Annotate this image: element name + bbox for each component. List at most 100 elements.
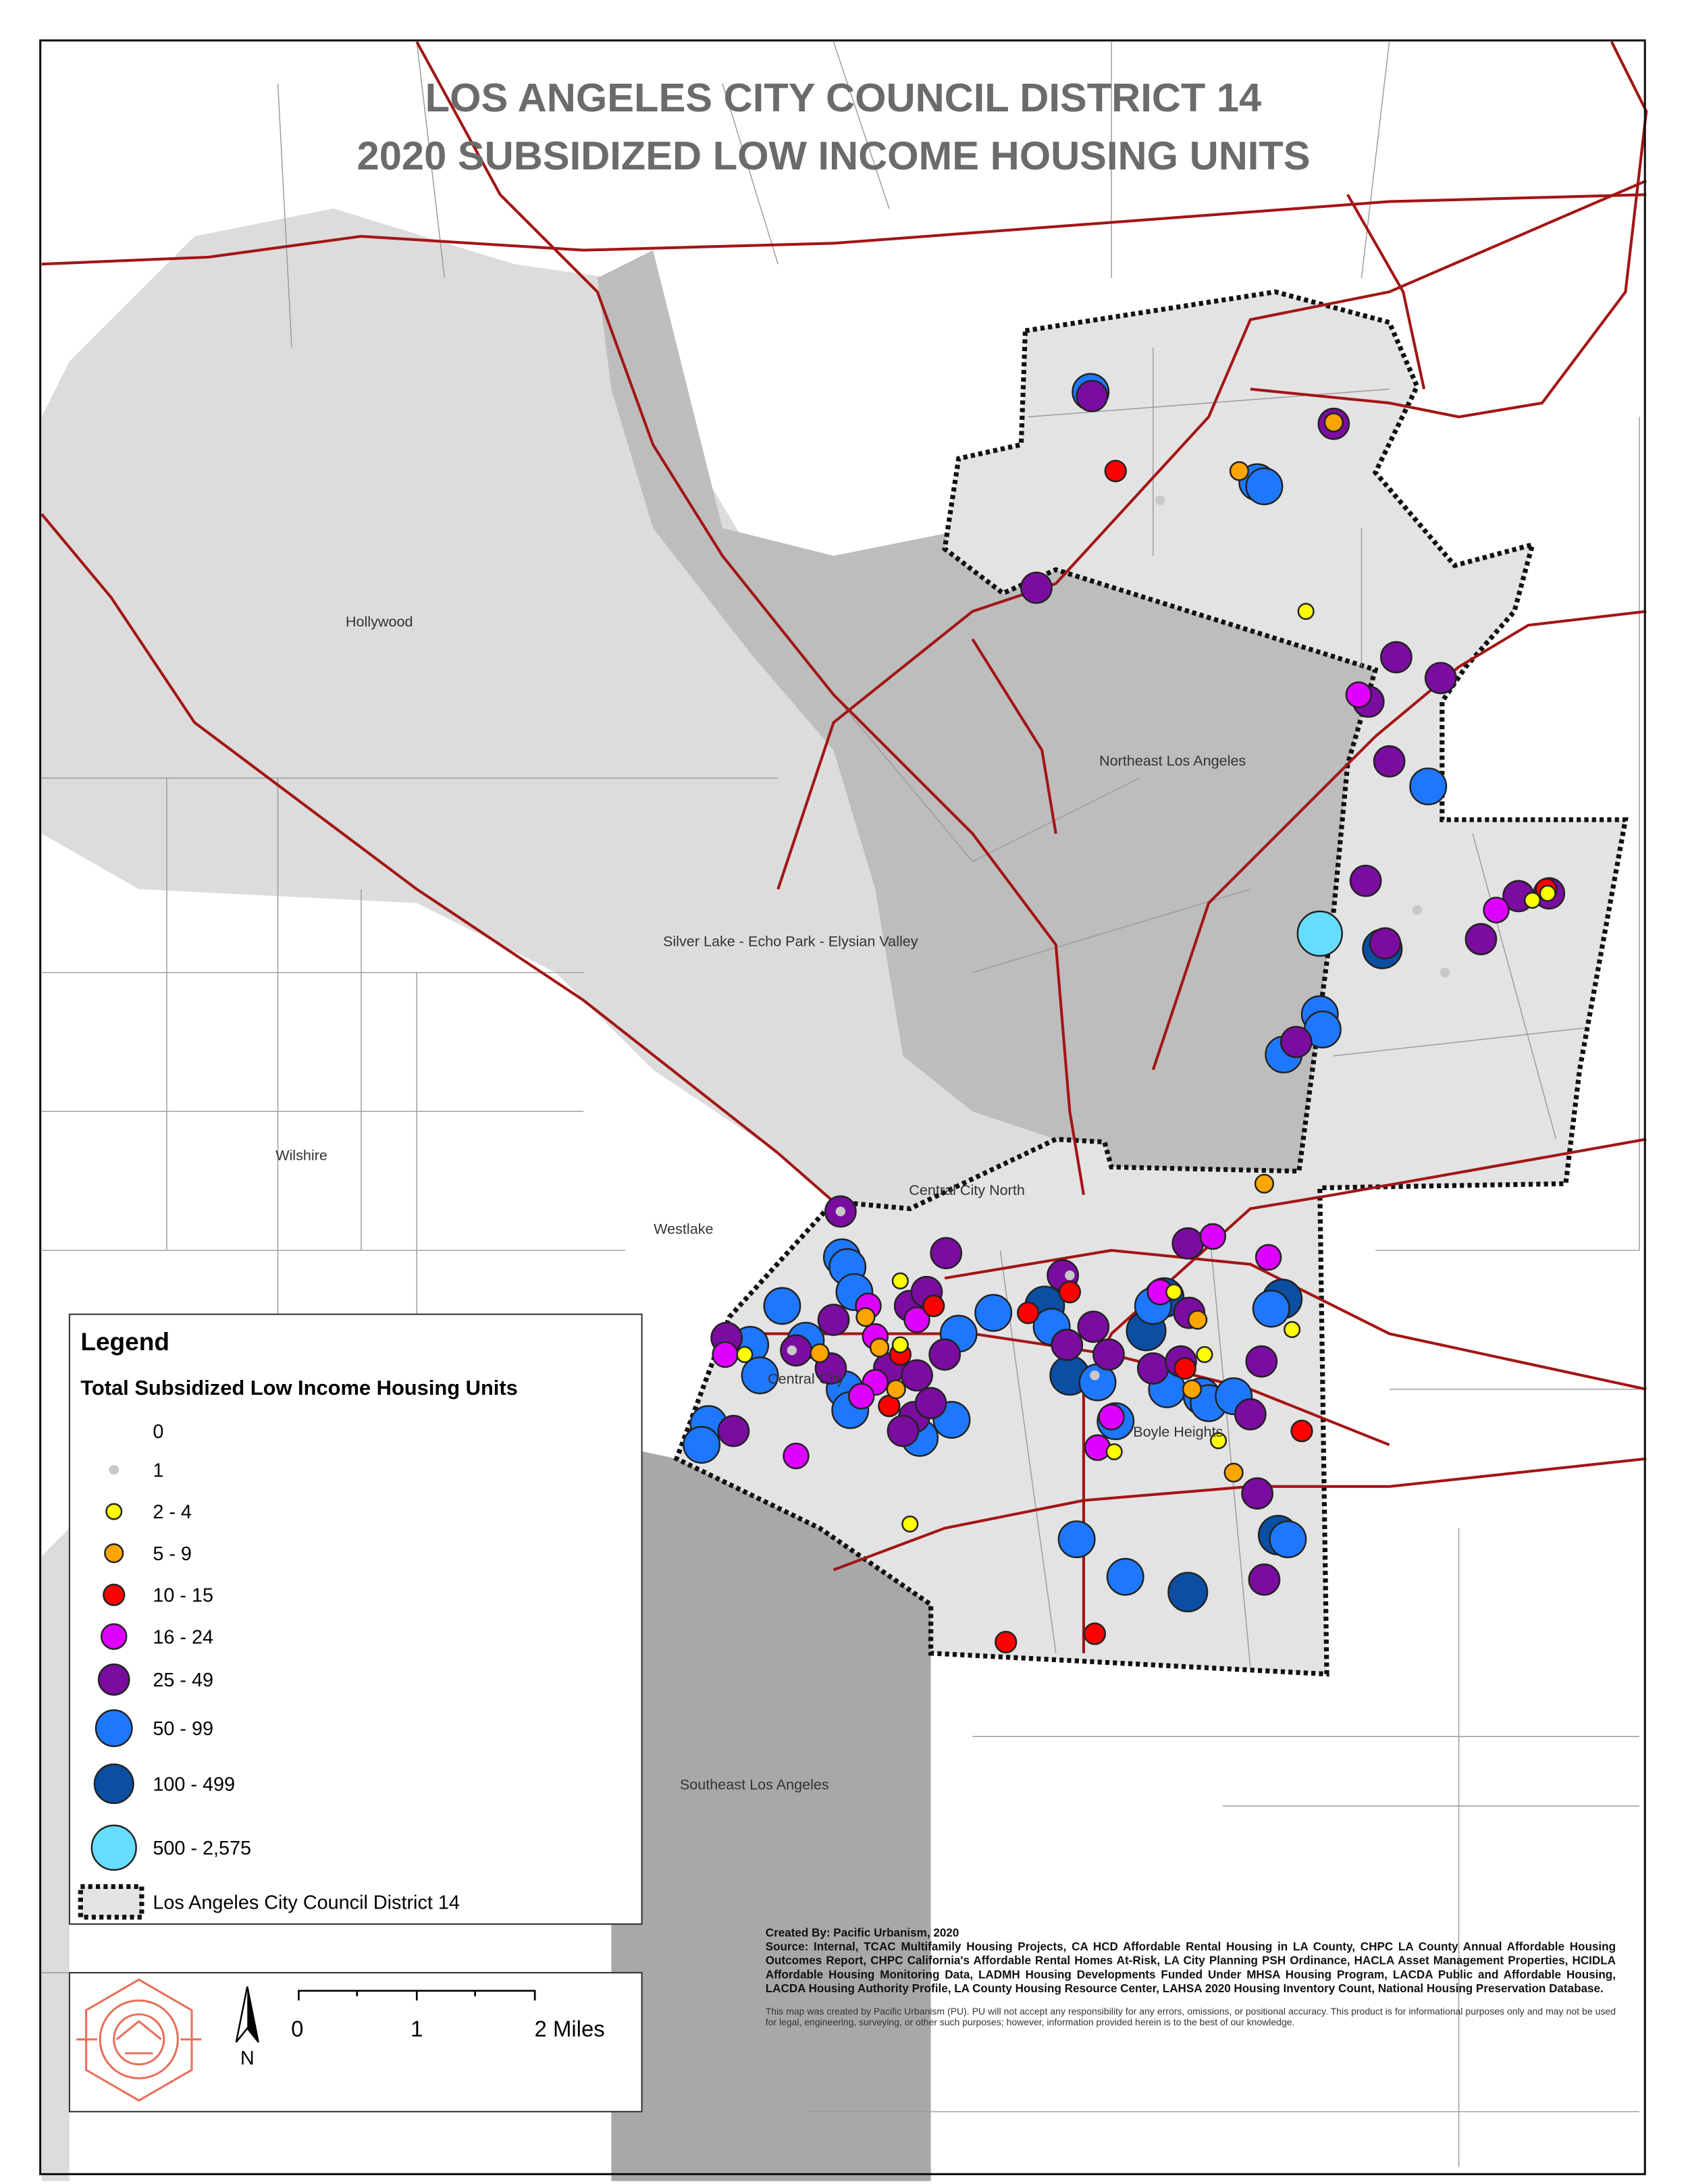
housing-point bbox=[1057, 1520, 1096, 1559]
legend-label: 50 - 99 bbox=[153, 1718, 213, 1740]
titles: LOS ANGELES CITY COUNCIL DISTRICT 14 202… bbox=[357, 75, 1311, 178]
credits-disclaimer: This map was created by Pacific Urbanism… bbox=[765, 2006, 1616, 2028]
legend-symbol bbox=[97, 1663, 130, 1696]
housing-point bbox=[787, 1346, 797, 1356]
map-frame bbox=[39, 39, 1646, 2175]
housing-point bbox=[1373, 745, 1406, 778]
housing-point bbox=[736, 1346, 754, 1363]
housing-point bbox=[1167, 1572, 1209, 1613]
place-label: Boyle Heights bbox=[1133, 1423, 1223, 1440]
housing-point bbox=[903, 1306, 930, 1333]
housing-point bbox=[891, 1336, 909, 1354]
legend-label: 25 - 49 bbox=[153, 1670, 213, 1691]
housing-point bbox=[1199, 1223, 1227, 1250]
legend-box bbox=[68, 1313, 643, 1925]
housing-point bbox=[1241, 1477, 1274, 1510]
housing-point bbox=[1409, 767, 1448, 805]
place-label: Wilshire bbox=[275, 1146, 327, 1163]
housing-point bbox=[1523, 891, 1541, 909]
housing-point bbox=[1229, 461, 1249, 481]
housing-point bbox=[928, 1338, 961, 1371]
housing-point bbox=[817, 1304, 850, 1336]
legend-symbol bbox=[103, 1583, 126, 1607]
legend-title: Legend bbox=[80, 1327, 169, 1356]
gray-area bbox=[41, 1528, 70, 2181]
housing-point bbox=[1083, 1622, 1107, 1645]
housing-point bbox=[1269, 1520, 1307, 1559]
place-label: Central City North bbox=[909, 1181, 1025, 1198]
housing-point bbox=[995, 1630, 1018, 1653]
legend-symbol bbox=[95, 1709, 133, 1747]
title: 2020 SUBSIDIZED LOW INCOME HOUSING UNITS bbox=[357, 133, 1311, 178]
housing-point bbox=[901, 1515, 919, 1533]
housing-point bbox=[1248, 1563, 1281, 1596]
housing-point bbox=[1058, 1281, 1082, 1304]
housing-point bbox=[1345, 681, 1373, 708]
housing-point bbox=[1136, 1352, 1169, 1385]
housing-point bbox=[1349, 864, 1382, 897]
housing-point bbox=[1090, 1370, 1100, 1381]
housing-point bbox=[1424, 662, 1457, 695]
housing-point bbox=[1165, 1283, 1183, 1301]
housing-point bbox=[869, 1337, 890, 1358]
legend-symbol bbox=[100, 1623, 128, 1650]
place-label: Northeast Los Angeles bbox=[1099, 752, 1246, 769]
credits-source: Source: Internal, TCAC Multifamily Housi… bbox=[765, 1939, 1616, 1996]
housing-point bbox=[1196, 1346, 1213, 1363]
housing-point bbox=[1280, 1026, 1313, 1059]
housing-point bbox=[1539, 884, 1556, 902]
housing-point bbox=[1020, 571, 1053, 604]
title: LOS ANGELES CITY COUNCIL DISTRICT 14 bbox=[425, 75, 1262, 120]
place-label: Silver Lake - Echo Park - Elysian Valley bbox=[663, 932, 918, 949]
housing-point bbox=[1171, 1227, 1205, 1260]
housing-point bbox=[1182, 1379, 1203, 1400]
place-labels: Hollywood Northeast Los Angeles Silver L… bbox=[275, 613, 1246, 1792]
housing-point bbox=[1065, 1270, 1075, 1281]
housing-point bbox=[1188, 1310, 1208, 1330]
housing-point bbox=[922, 1294, 945, 1318]
legend-label: 5 - 9 bbox=[153, 1543, 192, 1565]
housing-point bbox=[1209, 1432, 1228, 1449]
housing-point bbox=[1254, 1173, 1275, 1194]
housing-point bbox=[1297, 603, 1315, 620]
housing-points bbox=[683, 373, 1566, 1653]
legend-boundary-swatch bbox=[78, 1884, 144, 1920]
legend-symbol bbox=[109, 1464, 119, 1475]
legend-symbol bbox=[93, 1763, 134, 1805]
housing-point bbox=[1106, 1557, 1144, 1596]
legend-label: 500 - 2,575 bbox=[153, 1838, 251, 1859]
housing-point bbox=[1252, 1289, 1290, 1328]
roads bbox=[41, 41, 1648, 1653]
housing-point bbox=[1483, 897, 1510, 924]
scale-label: 1 bbox=[411, 2017, 423, 2042]
scale-box: N 0 1 2 Miles bbox=[68, 1971, 643, 2112]
housing-point bbox=[1051, 1329, 1084, 1361]
housing-point bbox=[891, 1272, 909, 1289]
housing-point bbox=[741, 1356, 779, 1395]
credits-created: Created By: Pacific Urbanism, 2020 bbox=[765, 1925, 959, 1940]
housing-point bbox=[683, 1426, 721, 1464]
legend-symbol bbox=[104, 1543, 124, 1564]
north-label: N bbox=[240, 2048, 255, 2069]
housing-point bbox=[1412, 905, 1422, 915]
housing-point bbox=[1016, 1301, 1040, 1325]
place-label: Central City bbox=[768, 1370, 844, 1387]
housing-point bbox=[1296, 910, 1343, 957]
housing-point bbox=[886, 1379, 906, 1400]
housing-point bbox=[887, 1414, 920, 1447]
housing-point bbox=[783, 1442, 810, 1470]
housing-point bbox=[717, 1414, 750, 1447]
housing-point bbox=[835, 1206, 846, 1217]
legend-label: 100 - 499 bbox=[153, 1774, 235, 1795]
credits: Created By: Pacific Urbanism, 2020 Sourc… bbox=[765, 1925, 1616, 2028]
housing-point bbox=[1084, 1434, 1111, 1462]
housing-point bbox=[847, 1383, 875, 1410]
housing-point bbox=[1284, 1321, 1301, 1338]
housing-point bbox=[1440, 967, 1450, 978]
legend-boundary-label: Los Angeles City Council District 14 bbox=[153, 1892, 460, 1913]
legend-label: 10 - 15 bbox=[153, 1585, 213, 1607]
housing-point bbox=[763, 1287, 801, 1325]
legend-label: 1 bbox=[153, 1460, 163, 1481]
housing-point bbox=[1155, 495, 1165, 506]
